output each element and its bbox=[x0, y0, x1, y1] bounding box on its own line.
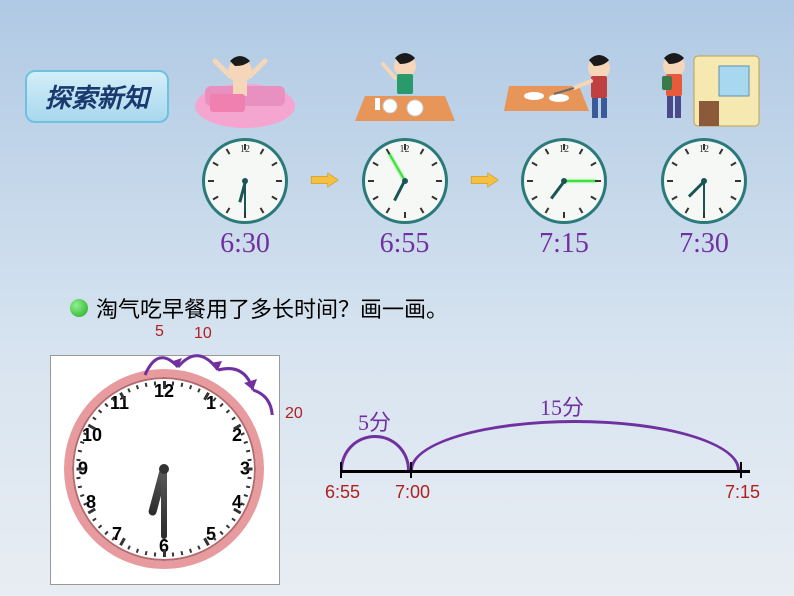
bullet-icon bbox=[70, 299, 88, 317]
number-line-area: 5分 15分 6:55 7:00 7:15 bbox=[340, 390, 760, 530]
nl-arc-label-1: 5分 bbox=[358, 405, 391, 437]
header-badge: 探索新知 bbox=[25, 70, 169, 123]
clock-center bbox=[242, 178, 248, 184]
activity-leave: 7:30 bbox=[644, 43, 764, 260]
clock-3 bbox=[521, 138, 607, 224]
big-clock-center bbox=[159, 464, 169, 474]
nl-arc-2 bbox=[410, 420, 740, 470]
big-clock-area: 5 10 15 20 12 1 2 3 4 5 6 7 8 9 10 11 bbox=[50, 335, 305, 590]
big-minute-hand bbox=[161, 469, 167, 539]
time-label-4: 7:30 bbox=[679, 228, 729, 260]
nl-arc-label-2: 15分 bbox=[540, 390, 584, 422]
activity-breakfast: 6:55 bbox=[345, 43, 465, 260]
illustration-leave bbox=[644, 43, 764, 133]
clock-1 bbox=[202, 138, 288, 224]
timeline-row: 6:30 6:55 bbox=[185, 60, 764, 260]
illustration-wake bbox=[185, 43, 305, 133]
arc-overlay bbox=[50, 325, 305, 415]
minute-hand bbox=[244, 181, 246, 213]
minute-hand bbox=[564, 180, 596, 182]
nl-tick bbox=[740, 462, 742, 478]
clock-4 bbox=[661, 138, 747, 224]
nl-label-3: 7:15 bbox=[725, 482, 760, 503]
minute-hand bbox=[703, 181, 705, 213]
nl-line bbox=[340, 470, 750, 473]
clock-center bbox=[701, 178, 707, 184]
question-row: 淘气吃早餐用了多长时间？画一画。 bbox=[70, 292, 448, 324]
time-label-2: 6:55 bbox=[380, 228, 430, 260]
nl-label-2: 7:00 bbox=[395, 482, 430, 503]
arrow-icon bbox=[310, 166, 340, 194]
activity-wake: 6:30 bbox=[185, 43, 305, 260]
time-label-1: 6:30 bbox=[220, 228, 270, 260]
time-label-3: 7:15 bbox=[539, 228, 589, 260]
nl-tick bbox=[410, 462, 412, 478]
clock-2 bbox=[362, 138, 448, 224]
activity-cleanup: 7:15 bbox=[504, 43, 624, 260]
clock-center bbox=[561, 178, 567, 184]
illustration-cleanup bbox=[504, 43, 624, 133]
clock-center bbox=[402, 178, 408, 184]
illustration-breakfast bbox=[345, 43, 465, 133]
question-text: 淘气吃早餐用了多长时间？画一画。 bbox=[96, 292, 448, 324]
nl-tick bbox=[340, 462, 342, 478]
nl-arc-1 bbox=[340, 435, 410, 470]
arrow-icon bbox=[470, 166, 500, 194]
nl-label-1: 6:55 bbox=[325, 482, 360, 503]
